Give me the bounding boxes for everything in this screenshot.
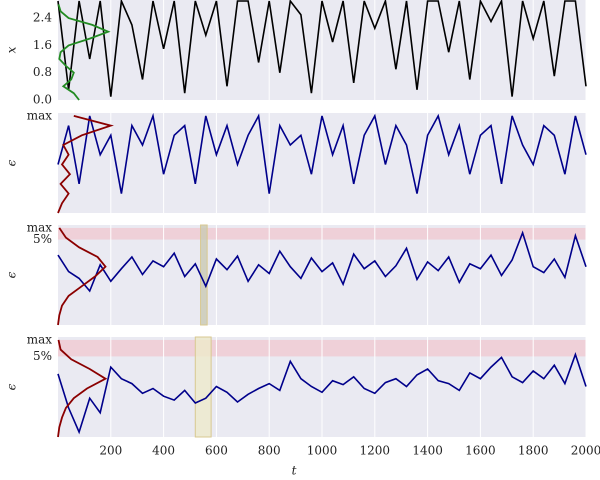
series-line bbox=[57, 0, 587, 97]
x-tick-label: 200 bbox=[99, 444, 122, 458]
y-tick-label: 1.6 bbox=[33, 38, 52, 52]
x-tick-label: 1000 bbox=[307, 444, 338, 458]
y-axis-label: x bbox=[5, 46, 19, 53]
x-axis-label: t bbox=[292, 464, 297, 478]
y-axis-label: ϵ bbox=[5, 159, 19, 166]
y-axis-label: ϵ bbox=[5, 271, 19, 278]
x-tick-label: 400 bbox=[152, 444, 175, 458]
y-tick-label: 5% bbox=[33, 232, 52, 246]
density-curve bbox=[57, 4, 111, 101]
series-line bbox=[57, 112, 587, 194]
highlight-span bbox=[200, 224, 208, 326]
x-tick-label: 1400 bbox=[412, 444, 443, 458]
x-tick-label: 1800 bbox=[518, 444, 549, 458]
y-tick-label: max bbox=[27, 332, 53, 346]
density-curve bbox=[57, 339, 108, 438]
density-curve bbox=[57, 115, 114, 214]
x-tick-label: 1200 bbox=[360, 444, 391, 458]
highlight-span bbox=[194, 336, 212, 438]
series-line bbox=[57, 230, 587, 293]
y-tick-label: 5% bbox=[33, 349, 52, 363]
x-tick-label: 1600 bbox=[465, 444, 496, 458]
series-line bbox=[57, 352, 587, 435]
y-axis-label: ϵ bbox=[5, 383, 19, 390]
y-tick-label: max bbox=[27, 220, 53, 234]
density-curve bbox=[57, 227, 107, 326]
y-tick-label: 2.4 bbox=[33, 11, 52, 25]
x-tick-label: 800 bbox=[258, 444, 281, 458]
x-tick-label: 2000 bbox=[571, 444, 600, 458]
y-tick-label: 0.0 bbox=[33, 93, 52, 107]
x-tick-label: 600 bbox=[205, 444, 228, 458]
y-tick-label: 0.8 bbox=[33, 65, 52, 79]
y-tick-label: max bbox=[27, 108, 53, 122]
